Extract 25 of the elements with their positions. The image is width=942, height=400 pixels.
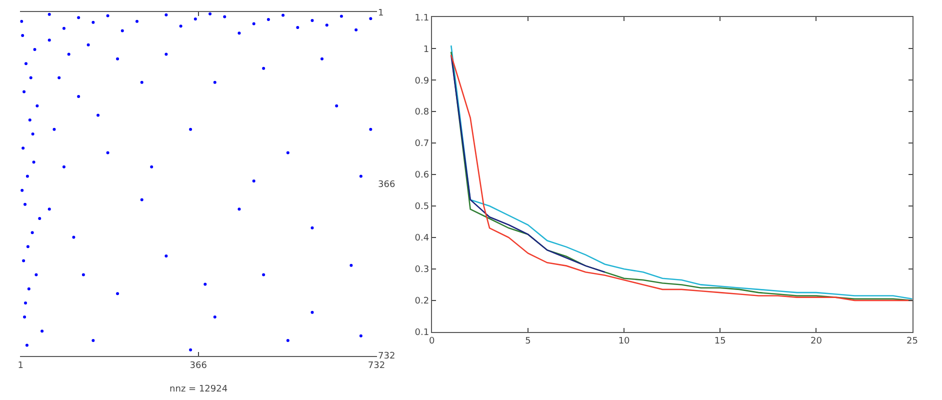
y-tick-label: 0.3 xyxy=(414,265,430,276)
x-axis-title: nnz = 12924 xyxy=(170,384,228,395)
x-tick-label: 0 xyxy=(429,336,436,347)
y2-tick-label: 732 xyxy=(378,352,396,362)
y-tick-label: 0.1 xyxy=(414,328,430,338)
y2-tick-label: 1 xyxy=(378,8,384,19)
y2-tick-label: 366 xyxy=(378,180,396,190)
x-tick-label: 366 xyxy=(190,360,208,371)
x-tick-label: 1 xyxy=(18,360,24,371)
x-tick-label: 25 xyxy=(906,336,918,347)
x-tick-label: 5 xyxy=(525,336,531,347)
y-tick-label: 0.6 xyxy=(414,170,430,181)
x-tick-label: 10 xyxy=(618,336,630,347)
x-tick-label: 15 xyxy=(714,336,726,347)
x-tick-label: 20 xyxy=(810,336,822,347)
y-tick-label: 0.7 xyxy=(414,139,430,150)
y-tick-label: 0.2 xyxy=(414,296,430,307)
y-tick-label: 1 xyxy=(423,44,430,55)
line-series xyxy=(450,54,606,273)
y-tick-label: 0.8 xyxy=(414,108,430,118)
y-tick-label: 1.1 xyxy=(414,13,430,24)
y-tick-label: 0.4 xyxy=(414,234,430,244)
y-tick-label: 0.9 xyxy=(414,76,430,86)
x-tick-label: 732 xyxy=(368,360,386,371)
y-tick-label: 0.5 xyxy=(414,202,430,212)
